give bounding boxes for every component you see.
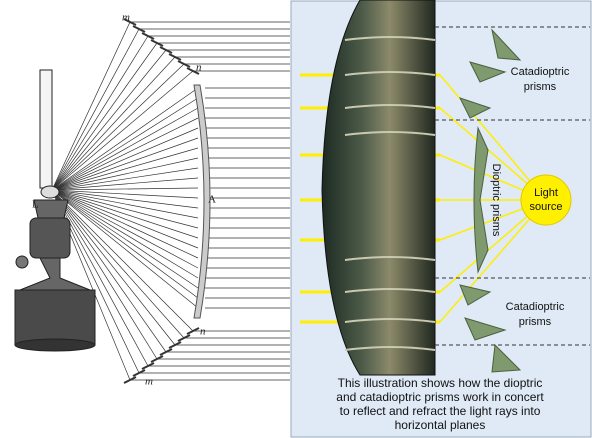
fan-ray: [51, 177, 199, 191]
prism: [491, 343, 522, 373]
light-source: [520, 174, 572, 226]
fan-ray: [51, 63, 185, 191]
caption: and catadioptric prisms work in concert: [336, 390, 544, 404]
prisms: [459, 28, 522, 373]
caption: This illustration shows how the dioptric: [338, 376, 543, 390]
middle-label: Dioptric prisms: [490, 164, 502, 237]
lens-band: [344, 36, 436, 41]
upper-label: Catadioptric: [511, 66, 570, 78]
lens-band: [344, 104, 436, 109]
fan-ray: [51, 189, 167, 353]
lens-band: [344, 346, 436, 351]
fan-ray: [51, 56, 176, 191]
fan-ray: [51, 147, 199, 191]
fan-ray: [51, 28, 140, 191]
label-a: A: [208, 194, 216, 206]
dividers: [435, 26, 590, 346]
fan-ray: [51, 189, 185, 339]
fan-ray: [51, 189, 199, 229]
prism: [473, 126, 489, 274]
fan-ray: [51, 189, 194, 332]
fan-ray: [51, 35, 149, 191]
fan-ray: [51, 189, 176, 346]
lens-band: [344, 318, 436, 323]
light-ray: [439, 74, 547, 201]
fan-ray: [51, 187, 199, 191]
flame: [40, 185, 60, 199]
fan-ray: [51, 70, 194, 191]
fan-ray: [51, 189, 199, 289]
prism: [464, 317, 507, 341]
label-m-bottom: m: [145, 376, 153, 388]
lens-band: [344, 71, 436, 76]
prism: [459, 284, 492, 306]
fan-ray: [51, 189, 199, 309]
engraving: [51, 18, 290, 384]
fan-ray: [51, 189, 199, 249]
lens-band: [344, 288, 436, 293]
label-l: L: [32, 199, 39, 211]
fan-ray: [51, 117, 199, 191]
lens-section: [193, 84, 211, 319]
label-n-top: n: [196, 62, 202, 74]
fan-ray: [51, 97, 199, 191]
knob: [15, 255, 29, 269]
source-label: Light: [534, 187, 558, 199]
lens-bands: [344, 36, 436, 351]
caption: horizontal planes: [395, 418, 486, 432]
base-foot: [14, 338, 96, 352]
fan-ray: [51, 21, 131, 191]
reservoir: [29, 217, 71, 259]
chimney: [39, 69, 53, 189]
fan-ray: [51, 42, 158, 191]
label-n-bottom: n: [200, 326, 206, 338]
lower-label: prisms: [519, 316, 552, 328]
fan-ray: [51, 157, 199, 191]
lower-label: Catadioptric: [506, 301, 565, 313]
fan-ray: [51, 189, 199, 259]
fan-ray: [51, 189, 199, 199]
base: [14, 289, 96, 346]
prism: [459, 97, 492, 119]
fan-ray: [51, 189, 158, 360]
fan-ray: [51, 167, 199, 191]
lamp: [14, 69, 96, 352]
prism: [469, 61, 507, 83]
fan-ray: [51, 189, 199, 299]
fan-ray: [51, 189, 199, 239]
fan-ray: [51, 87, 199, 191]
source-label: source: [529, 201, 562, 213]
fan-ray: [51, 137, 199, 191]
light-ray: [439, 199, 547, 323]
lens-photo: [321, 0, 436, 376]
upper-label: prisms: [524, 81, 557, 93]
lens-band: [344, 256, 436, 261]
prism: [491, 28, 522, 61]
lens-band: [344, 131, 436, 136]
fan-ray: [51, 127, 199, 191]
fan-ray: [51, 49, 167, 191]
caption: to reflect and refract the light rays in…: [340, 404, 541, 418]
fan-ray: [51, 189, 199, 209]
burner: [33, 199, 69, 219]
label-m-top: m: [122, 12, 130, 24]
stem: [19, 257, 91, 291]
fan-ray: [51, 189, 199, 279]
fan-ray: [51, 189, 199, 219]
fan-ray: [51, 189, 199, 269]
fan-ray: [51, 107, 199, 191]
